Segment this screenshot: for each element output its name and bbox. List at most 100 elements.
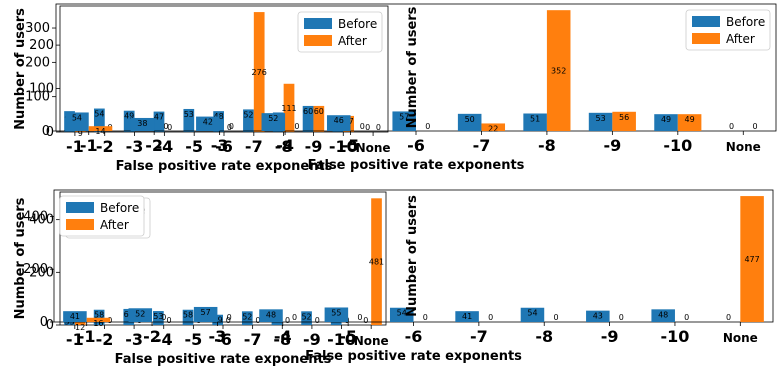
x-tick-label: -3 xyxy=(125,330,143,349)
data-label: 52 xyxy=(242,312,252,321)
legend: Before After xyxy=(297,11,383,53)
y-tick-label: 100 xyxy=(25,90,50,105)
after-bar xyxy=(88,126,113,131)
data-label: 54 xyxy=(397,309,407,318)
data-label: 0 xyxy=(315,316,320,325)
x-tick-label: -3 xyxy=(126,137,144,156)
y-tick-label: 0 xyxy=(46,125,54,140)
data-label: 0 xyxy=(294,122,299,131)
data-label: 0 xyxy=(729,122,734,131)
before-bar xyxy=(654,114,678,131)
y-axis-label: Number of users xyxy=(13,197,28,319)
data-label: 41 xyxy=(70,312,80,321)
data-label: 54 xyxy=(527,309,537,318)
data-label: 38 xyxy=(137,119,147,128)
x-tick-label: -10 xyxy=(327,330,356,349)
x-tick-label: -8 xyxy=(535,327,553,346)
data-label: 352 xyxy=(551,67,566,76)
after-bar xyxy=(677,114,702,131)
y-tick-label: 200 xyxy=(23,262,48,277)
data-label: 0 xyxy=(229,122,234,131)
before-bar xyxy=(392,111,416,131)
data-label: 0 xyxy=(360,122,365,131)
after-bar xyxy=(612,111,636,131)
data-label: 52 xyxy=(301,312,311,321)
data-label: 52 xyxy=(243,110,253,119)
legend-label: After xyxy=(726,32,755,46)
y-tick-label: 400 xyxy=(23,209,48,224)
x-tick-label: -1 xyxy=(80,136,98,155)
x-tick-label: -1 xyxy=(78,327,96,346)
x-tick-label: -4 xyxy=(155,137,173,156)
legend-swatch-before xyxy=(66,202,94,213)
before-bar xyxy=(128,308,153,322)
data-label: 0 xyxy=(285,316,290,325)
legend-label: Before xyxy=(100,201,139,215)
y-tick-label: 200 xyxy=(25,55,50,70)
data-label: 58 xyxy=(183,311,193,320)
data-label: 0 xyxy=(753,122,758,131)
before-bar xyxy=(651,309,675,322)
data-label: 22 xyxy=(488,124,498,133)
data-label: 58 xyxy=(94,311,104,320)
data-label: 48 xyxy=(266,310,276,319)
data-label: 0 xyxy=(255,316,260,325)
x-tick-label: -4 xyxy=(276,136,294,155)
data-label: 49 xyxy=(124,112,134,121)
legend-swatch-before xyxy=(304,18,332,29)
data-label: 55 xyxy=(331,308,341,317)
before-bar xyxy=(301,311,312,325)
data-label: 0 xyxy=(161,313,166,322)
before-bar xyxy=(130,117,155,131)
before-bar xyxy=(457,113,482,131)
before-bar xyxy=(65,112,89,131)
before-bar xyxy=(259,309,283,322)
data-label: 39 xyxy=(213,316,223,325)
data-label: 481 xyxy=(369,258,384,267)
data-label: 42 xyxy=(203,118,213,127)
data-label: 57 xyxy=(201,308,211,317)
after-bar xyxy=(481,123,506,131)
x-tick-label: -5 xyxy=(339,327,357,346)
before-bar xyxy=(326,115,351,131)
x-tick-label: -10 xyxy=(329,137,358,156)
data-label: 0 xyxy=(226,316,231,325)
x-tick-label: -3 xyxy=(211,136,229,155)
legend-swatch-before xyxy=(692,16,720,27)
data-label: 0 xyxy=(363,316,368,325)
x-tick-label: -4 xyxy=(274,327,292,346)
data-label: 0 xyxy=(357,313,362,322)
legend-swatch-after xyxy=(692,33,720,44)
y-tick-label: 300 xyxy=(25,21,50,36)
data-label: 0 xyxy=(553,313,558,322)
data-label: 47 xyxy=(154,113,164,122)
data-label: 50 xyxy=(465,115,475,124)
x-tick-label: -5 xyxy=(185,137,203,156)
x-axis-label: False positive rate exponents xyxy=(115,352,332,367)
data-label: 51 xyxy=(530,114,540,123)
data-label: 0 xyxy=(726,313,731,322)
x-tick-label: -1 xyxy=(66,330,84,349)
before-bar xyxy=(261,113,286,131)
legend-label: Before xyxy=(338,17,377,31)
before-bar xyxy=(586,310,610,322)
before-bar xyxy=(520,307,545,322)
data-label: 43 xyxy=(593,312,603,321)
data-label: 57 xyxy=(399,112,409,121)
legend-label: After xyxy=(100,218,129,232)
x-tick-label: -9 xyxy=(303,330,321,349)
y-tick-label: 0 xyxy=(46,318,54,333)
before-bar xyxy=(196,116,220,131)
data-label: 53 xyxy=(184,110,194,119)
y-axis-label: Number of users xyxy=(405,195,420,317)
x-tick-label: None xyxy=(723,331,758,345)
x-tick-label: -6 xyxy=(215,137,233,156)
data-label: 53 xyxy=(595,114,605,123)
before-bar xyxy=(324,307,349,322)
y-tick-label: 100 xyxy=(29,82,54,97)
data-label: 0 xyxy=(423,313,428,322)
